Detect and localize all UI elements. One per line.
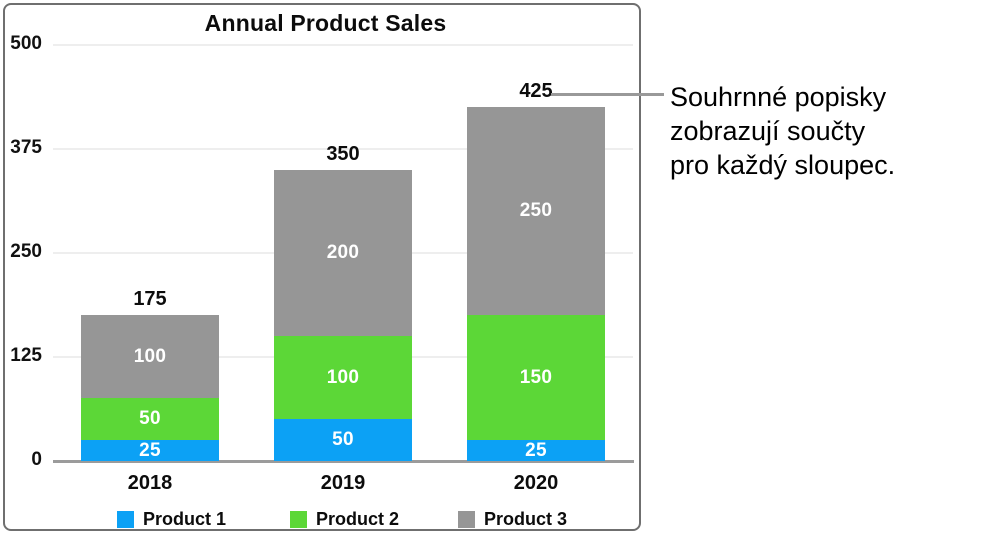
y-axis-tick-0: 0 [31,449,42,470]
segment-value-label: 150 [519,366,553,388]
total-label-2018: 175 [133,288,167,310]
legend-item-product-2: Product 2 [290,509,399,530]
segment-value-label: 50 [332,429,354,450]
callout-text-line-1: Souhrnné popisky [670,82,887,112]
callout-line [551,93,664,96]
y-axis-tick-250: 250 [10,241,42,262]
bar-segment-2018-product-3: 100 [81,315,219,398]
x-axis-label-2020: 2020 [513,472,559,494]
segment-value-label: 250 [519,200,553,221]
x-axis-line [53,460,634,463]
segment-value-label: 25 [525,439,547,461]
bar-segment-2020-product-1: 25 [467,440,605,461]
legend-item-product-3: Product 3 [458,509,567,530]
y-axis-tick-375: 375 [10,137,42,158]
segment-value-label: 100 [326,366,360,388]
bar-segment-2020-product-3: 250 [467,107,605,315]
legend-swatch-product-1 [117,511,134,528]
legend-label: Product 2 [316,509,400,529]
segment-value-label: 200 [326,242,360,263]
total-label-2019: 350 [326,143,360,165]
legend-item-product-1: Product 1 [117,509,226,530]
bar-segment-2019-product-1: 50 [274,419,412,461]
gridline-500 [53,44,633,46]
legend-swatch-product-2 [290,511,307,528]
callout-text: Souhrnné popisky zobrazují součty pro ka… [670,80,970,182]
bar-segment-2019-product-2: 100 [274,336,412,419]
segment-value-label: 25 [139,439,161,461]
chart-title: Annual Product Sales [204,10,447,36]
y-axis-tick-500: 500 [10,33,42,54]
legend-label: Product 3 [484,509,568,529]
legend-label: Product 1 [143,509,227,529]
legend-swatch-product-3 [458,511,475,528]
bar-segment-2019-product-3: 200 [274,170,412,336]
bar-segment-2018-product-2: 50 [81,398,219,440]
callout-text-line-3: pro každý sloupec. [670,150,896,180]
segment-value-label: 50 [139,408,161,429]
bar-segment-2020-product-2: 150 [467,315,605,440]
bar-segment-2018-product-1: 25 [81,440,219,461]
segment-value-label: 100 [133,345,167,367]
total-label-2020: 425 [519,80,553,102]
y-axis-tick-125: 125 [10,345,42,366]
gridline-375 [53,148,633,150]
x-axis-label-2019: 2019 [320,472,366,494]
x-axis-label-2018: 2018 [127,472,173,494]
callout-text-line-2: zobrazují součty [670,116,866,146]
